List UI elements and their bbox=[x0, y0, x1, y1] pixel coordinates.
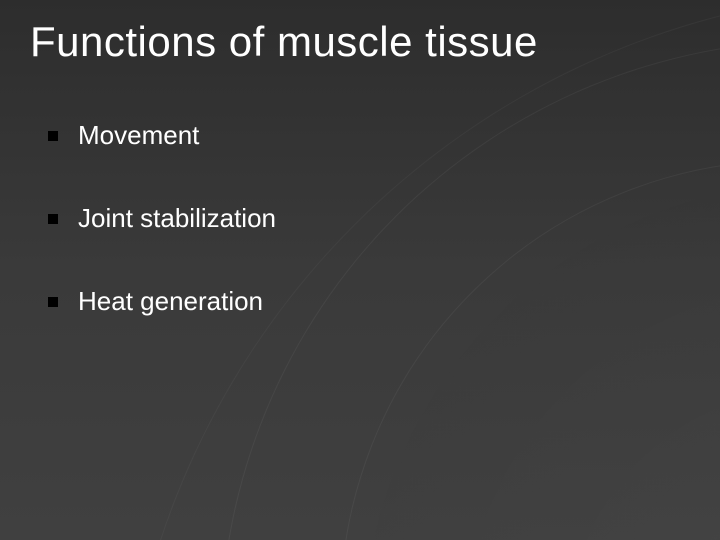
slide-title: Functions of muscle tissue bbox=[30, 18, 538, 66]
list-item: Joint stabilization bbox=[48, 203, 276, 234]
bullet-text: Movement bbox=[78, 120, 199, 150]
list-item: Movement bbox=[48, 120, 276, 151]
slide-container: Functions of muscle tissue Movement Join… bbox=[0, 0, 720, 540]
bullet-text: Heat generation bbox=[78, 286, 263, 316]
bullet-list: Movement Joint stabilization Heat genera… bbox=[48, 120, 276, 369]
list-item: Heat generation bbox=[48, 286, 276, 317]
bullet-text: Joint stabilization bbox=[78, 203, 276, 233]
